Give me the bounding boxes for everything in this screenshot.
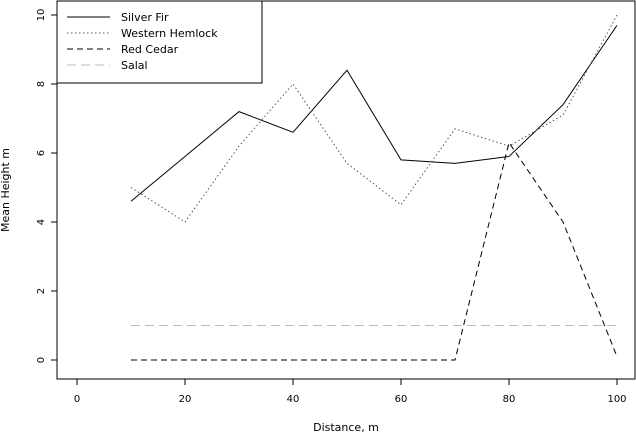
- x-axis: 0 20 40 60 80 100: [74, 379, 627, 405]
- y-axis: 0 2 4 6 8 10: [36, 9, 57, 363]
- series-line-red-cedar: [131, 141, 618, 361]
- legend: Silver Fir Western Hemlock Red Cedar Salal: [56, 0, 263, 84]
- y-tick-label: 10: [36, 9, 47, 22]
- legend-label: Silver Fir: [121, 11, 169, 24]
- x-tick-label: 40: [287, 394, 300, 405]
- y-tick-label: 4: [36, 219, 47, 225]
- y-tick-label: 6: [36, 150, 47, 156]
- series-layer: [130, 14, 618, 361]
- y-axis-title: Mean Height m: [0, 148, 12, 232]
- y-tick-label: 0: [36, 357, 47, 363]
- series-line-western-hemlock: [130, 14, 618, 223]
- legend-label: Salal: [121, 59, 148, 72]
- legend-label: Red Cedar: [121, 43, 179, 56]
- plot-frame: [56, 0, 636, 380]
- x-tick-label: 80: [503, 394, 516, 405]
- legend-box: [56, 0, 263, 84]
- x-tick-label: 0: [74, 394, 80, 405]
- x-tick-label: 60: [395, 394, 408, 405]
- x-tick-label: 100: [607, 394, 626, 405]
- x-axis-title: Distance, m: [313, 421, 379, 433]
- y-tick-label: 2: [36, 288, 47, 294]
- y-tick-label: 8: [36, 81, 47, 87]
- legend-label: Western Hemlock: [121, 27, 218, 40]
- x-tick-label: 20: [179, 394, 192, 405]
